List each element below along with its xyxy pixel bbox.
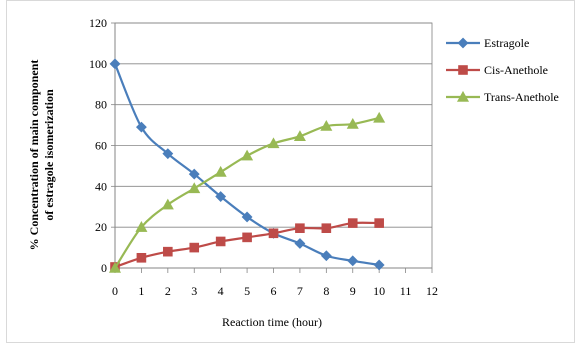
x-tick-label: 2 — [165, 284, 171, 298]
data-point-square — [215, 236, 226, 247]
x-tick-label: 12 — [426, 284, 438, 298]
data-point-triangle — [267, 137, 280, 149]
y-tick-label: 0 — [101, 261, 107, 275]
data-point-square — [163, 246, 173, 257]
legend-marker-diamond — [457, 37, 469, 49]
data-point-diamond — [188, 168, 200, 180]
x-tick-label: 3 — [191, 284, 197, 298]
data-point-triangle — [293, 130, 306, 142]
y-tick-label: 60 — [95, 139, 107, 153]
data-point-diamond — [241, 211, 253, 223]
data-point-diamond — [294, 238, 306, 249]
data-point-triangle — [161, 198, 174, 210]
legend-entry: Cis-Anethole — [446, 63, 548, 77]
data-point-square — [242, 232, 252, 243]
legend: Estragole Cis-Anethole Trans-Anethole — [446, 36, 559, 104]
data-point-square — [321, 223, 332, 233]
y-tick-label: 100 — [89, 57, 107, 71]
data-point-diamond — [320, 250, 332, 262]
x-tick-label: 10 — [373, 284, 385, 298]
data-point-triangle — [241, 149, 254, 161]
data-point-triangle — [214, 165, 227, 177]
data-point-square — [189, 242, 200, 253]
data-point-square — [268, 228, 279, 239]
x-tick-label: 5 — [244, 284, 250, 298]
legend-entry: Estragole — [446, 36, 529, 50]
x-axis-title: Reaction time (hour) — [222, 315, 322, 329]
y-tick-label: 80 — [95, 98, 107, 112]
y-axis-title-line-1: % Concentration of main component — [27, 60, 41, 251]
data-point-diamond — [135, 121, 147, 133]
y-tick-label: 40 — [95, 179, 107, 193]
data-point-triangle — [188, 182, 201, 194]
legend-label: Trans-Anethole — [484, 90, 559, 104]
data-point-diamond — [215, 191, 227, 202]
y-tick-label: 20 — [95, 220, 107, 234]
legend-label: Estragole — [484, 36, 529, 50]
data-point-diamond — [373, 259, 385, 271]
data-point-triangle — [135, 221, 148, 232]
x-tick-label: 1 — [138, 284, 144, 298]
data-point-triangle — [373, 111, 386, 123]
x-tick-label: 7 — [297, 284, 303, 298]
x-tick-label: 9 — [350, 284, 356, 298]
x-tick-label: 6 — [271, 284, 277, 298]
legend-label: Cis-Anethole — [484, 63, 548, 77]
data-point-triangle — [108, 261, 122, 273]
data-point-triangle — [346, 117, 359, 129]
x-tick-label: 11 — [400, 284, 412, 298]
legend-marker-square — [458, 65, 468, 75]
x-tick-label: 4 — [218, 284, 224, 298]
series-estragole — [109, 58, 385, 271]
x-tick-label: 8 — [323, 284, 329, 298]
data-point-square — [374, 218, 384, 228]
y-tick-label: 120 — [89, 16, 107, 30]
y-axis-title-line-2: of estragole isomerization — [42, 89, 56, 221]
data-point-square — [136, 252, 147, 263]
data-point-diamond — [109, 58, 121, 70]
data-point-square — [347, 218, 358, 228]
data-point-diamond — [347, 255, 359, 267]
data-point-triangle — [320, 119, 333, 131]
legend-entry: Trans-Anethole — [446, 90, 559, 104]
data-point-square — [295, 223, 305, 233]
x-tick-label: 0 — [112, 284, 118, 298]
data-point-diamond — [162, 148, 174, 160]
series-trans-anethole — [108, 111, 386, 273]
legend-marker-triangle — [456, 90, 470, 102]
series-layer — [108, 58, 386, 273]
